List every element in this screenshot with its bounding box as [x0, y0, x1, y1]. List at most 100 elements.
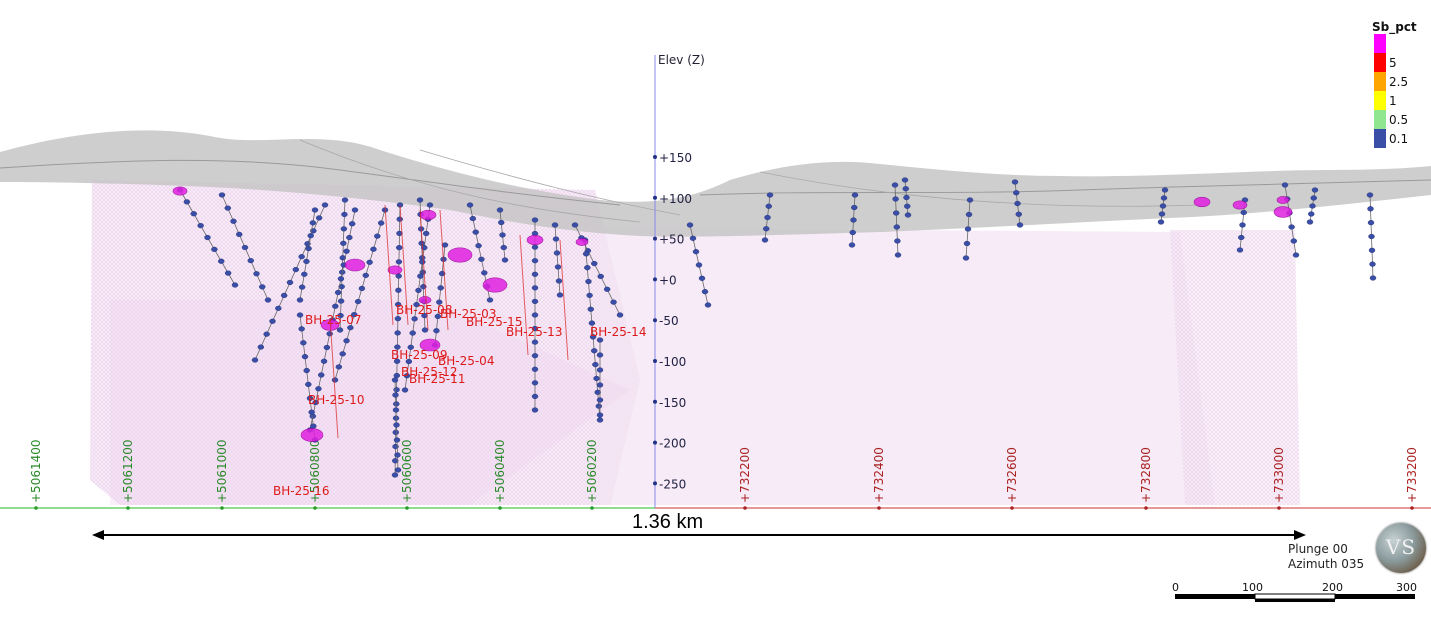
- drill-hole-label: BH-25-14: [590, 325, 646, 339]
- assay-interval: [499, 232, 506, 238]
- assay-interval: [1367, 206, 1374, 212]
- assay-interval: [962, 255, 970, 261]
- assay-interval: [531, 407, 539, 413]
- assay-interval: [496, 207, 504, 213]
- assay-interval: [331, 377, 339, 383]
- assay-interval: [848, 242, 856, 248]
- assay-interval: [1013, 190, 1020, 196]
- assay-interval: [197, 223, 204, 229]
- assay-interval: [392, 407, 400, 413]
- high-grade-interval: [1273, 206, 1293, 218]
- assay-interval: [584, 265, 591, 271]
- assay-interval: [335, 364, 343, 370]
- assay-interval: [323, 344, 331, 351]
- assay-interval: [396, 245, 403, 251]
- assay-interval: [394, 344, 401, 350]
- assay-interval: [417, 273, 424, 279]
- assay-interval: [531, 339, 539, 345]
- assay-interval: [394, 467, 402, 473]
- assay-interval: [1240, 209, 1247, 216]
- assay-interval: [321, 202, 329, 208]
- assay-interval: [320, 358, 328, 364]
- assay-interval: [312, 399, 319, 406]
- assay-interval: [340, 226, 348, 232]
- easting-tick-label: +733200: [1405, 447, 1419, 503]
- easting-tick-mark: [1144, 506, 1148, 510]
- assay-interval: [531, 380, 539, 386]
- assay-interval: [337, 312, 344, 319]
- assay-interval: [891, 182, 899, 188]
- high-grade-interval: [172, 186, 188, 196]
- assay-interval: [421, 327, 429, 333]
- assay-interval: [306, 395, 314, 401]
- assay-interval: [1369, 261, 1376, 267]
- assay-interval: [902, 186, 909, 192]
- assay-interval: [300, 340, 307, 346]
- assay-interval: [610, 299, 617, 305]
- easting-tick-label: +732600: [1005, 447, 1019, 503]
- drill-hole-label: BH-25-11: [409, 372, 465, 386]
- assay-interval: [230, 218, 237, 224]
- elevation-tick-label: +50: [659, 233, 684, 247]
- assay-interval: [354, 298, 362, 305]
- assay-interval: [596, 382, 604, 388]
- assay-interval: [591, 348, 598, 354]
- scale-label-300: 300: [1396, 581, 1417, 594]
- assay-interval: [591, 260, 598, 267]
- assay-interval: [555, 278, 563, 284]
- legend-label: 1: [1389, 94, 1397, 108]
- assay-interval: [336, 327, 344, 333]
- assay-interval: [765, 203, 772, 209]
- assay-interval: [407, 344, 414, 350]
- assay-interval: [393, 437, 401, 443]
- assay-interval: [1308, 211, 1315, 217]
- assay-interval: [963, 240, 971, 247]
- legend-label: 5: [1389, 56, 1397, 70]
- drill-hole-label: BH-25-09: [391, 348, 447, 362]
- drill-hole-label: BH-25-15: [466, 315, 522, 329]
- assay-interval: [393, 422, 400, 428]
- legend-swatch: [1374, 91, 1386, 110]
- assay-interval: [395, 287, 402, 293]
- assay-interval: [224, 270, 232, 276]
- assay-interval: [236, 231, 243, 237]
- assay-interval: [1239, 222, 1246, 228]
- elevation-tick-mark: [653, 195, 657, 200]
- assay-interval: [433, 328, 440, 334]
- legend: Sb_pct 5 2.5 1 0.5 0.1: [1372, 20, 1428, 148]
- assay-interval: [1290, 238, 1298, 244]
- assay-interval: [391, 377, 399, 383]
- assay-interval: [251, 357, 259, 363]
- northing-tick-label: +5060800: [308, 440, 322, 504]
- high-grade-interval: [387, 265, 403, 275]
- assay-interval: [596, 352, 604, 358]
- elevation-axis: Elev (Z) +150 +100 +50 +0 -50 -100 -150 -200 -25…: [653, 53, 705, 508]
- drill-trace-red: [399, 204, 409, 326]
- assay-interval: [218, 192, 226, 198]
- assay-interval: [259, 284, 266, 290]
- assay-interval: [303, 367, 310, 374]
- assay-interval: [596, 412, 604, 418]
- assay-interval: [585, 278, 592, 285]
- high-grade-interval: [1276, 196, 1290, 204]
- assay-interval: [303, 258, 310, 265]
- assay-interval: [964, 226, 972, 232]
- assay-interval: [478, 256, 485, 262]
- assay-interval: [415, 287, 422, 293]
- assay-interval: [469, 215, 477, 222]
- assay-interval: [348, 221, 356, 227]
- northing-tick-mark: [590, 506, 594, 510]
- drill-trace: [299, 314, 316, 441]
- legend-row: 1: [1372, 91, 1428, 110]
- assay-interval: [582, 251, 590, 257]
- northing-tick-label: +5061200: [121, 440, 135, 504]
- assay-interval: [416, 197, 424, 203]
- assay-interval: [595, 403, 603, 409]
- assay-interval: [326, 331, 333, 337]
- assay-interval: [1288, 224, 1295, 230]
- assay-interval: [531, 312, 539, 318]
- legend-swatch: [1374, 34, 1386, 53]
- drill-trace-red: [419, 209, 429, 331]
- assay-interval: [318, 372, 325, 378]
